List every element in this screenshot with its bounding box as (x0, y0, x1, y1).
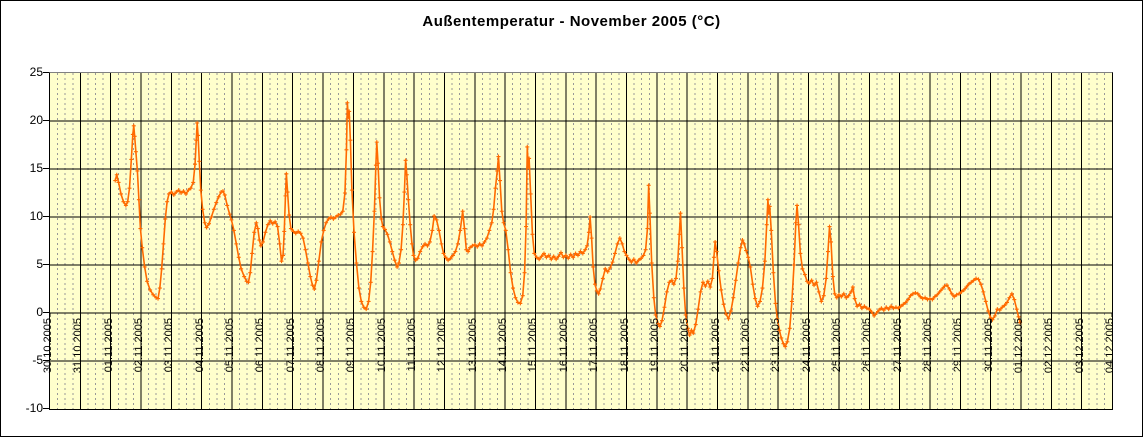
x-tick-label: 17.11.2005 (588, 318, 601, 373)
y-tick-label: 25 (29, 65, 43, 79)
y-axis-tick (43, 72, 49, 73)
x-tick-label: 30.10.2005 (42, 318, 54, 374)
x-tick-label: 30.11.2005 (982, 318, 995, 373)
x-tick-label: 23.11.2005 (770, 318, 783, 373)
x-tick-label: 04.11.2005 (193, 318, 206, 373)
y-tick-label: -5 (32, 353, 43, 367)
x-tick-label: 04.12.2005 (1104, 318, 1116, 374)
y-axis-tick (43, 264, 49, 265)
y-axis-tick (43, 360, 49, 361)
y-tick-label: 10 (29, 209, 43, 223)
x-tick-label: 09.11.2005 (345, 318, 358, 373)
x-tick-label: 29.11.2005 (952, 318, 965, 373)
x-tick-label: 25.11.2005 (830, 318, 843, 373)
x-tick-label: 02.11.2005 (133, 318, 146, 373)
x-tick-label: 16.11.2005 (557, 318, 570, 373)
x-tick-label: 18.11.2005 (618, 318, 631, 373)
x-tick-label: 14.11.2005 (497, 318, 510, 373)
plot-area (49, 72, 1113, 410)
y-tick-label: -10 (25, 401, 43, 415)
x-tick-label: 31.10.2005 (72, 318, 85, 374)
y-tick-label: 20 (29, 113, 43, 127)
x-tick-label: 24.11.2005 (800, 318, 813, 373)
y-tick-label: 15 (29, 161, 43, 175)
y-tick-label: 0 (36, 305, 43, 319)
y-axis-tick (43, 408, 49, 409)
x-tick-label: 12.11.2005 (436, 318, 449, 373)
x-tick-label: 28.11.2005 (921, 318, 934, 373)
y-tick-label: 5 (36, 257, 43, 271)
chart-title: Außentemperatur - November 2005 (°C) (422, 13, 721, 30)
x-tick-label: 03.11.2005 (163, 318, 176, 373)
x-tick-label: 13.11.2005 (466, 318, 479, 373)
x-tick-label: 11.11.2005 (406, 318, 419, 372)
x-tick-label: 01.12.2005 (1012, 318, 1025, 374)
x-tick-label: 08.11.2005 (315, 318, 328, 373)
x-tick-label: 02.12.2005 (1043, 318, 1056, 374)
x-tick-label: 10.11.2005 (375, 318, 388, 373)
x-tick-label: 26.11.2005 (861, 318, 874, 373)
x-tick-label: 21.11.2005 (709, 318, 722, 373)
x-tick-label: 20.11.2005 (679, 318, 692, 373)
y-axis-tick (43, 312, 49, 313)
x-tick-label: 19.11.2005 (648, 318, 661, 373)
x-tick-label: 01.11.2005 (102, 318, 115, 373)
y-axis-tick (43, 216, 49, 217)
x-tick-label: 05.11.2005 (224, 318, 237, 373)
x-tick-label: 07.11.2005 (284, 318, 297, 373)
y-axis-tick (43, 120, 49, 121)
x-tick-label: 06.11.2005 (254, 318, 267, 373)
temperature-line-chart (50, 73, 1112, 409)
x-tick-label: 27.11.2005 (891, 318, 904, 373)
y-axis-tick (43, 168, 49, 169)
x-tick-label: 03.12.2005 (1073, 318, 1086, 374)
x-tick-label: 22.11.2005 (739, 318, 752, 373)
x-tick-label: 15.11.2005 (527, 318, 540, 373)
